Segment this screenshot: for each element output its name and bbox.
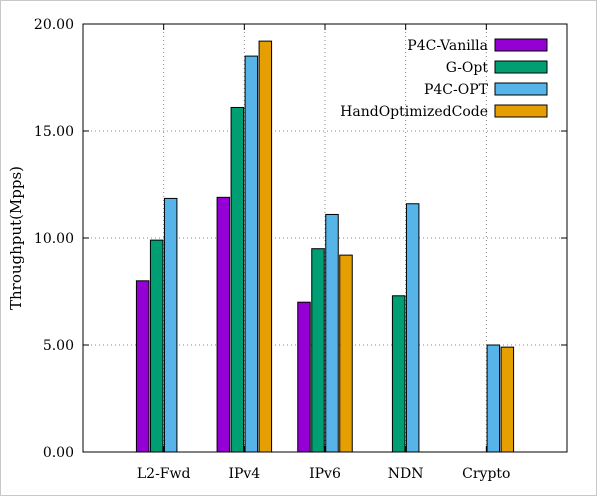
bar-p4c-opt-ipv4 [244,55,259,453]
legend-label: G-Opt [446,60,489,76]
bar-p4c-vanilla-l2-fwd [135,280,150,453]
y-tick-label: 0.00 [43,445,74,461]
bar-g-opt-l2-fwd [149,239,164,453]
legend-swatch [494,60,548,74]
legend: P4C-Vanilla G-Opt P4C-OPT HandOptimizedCode [340,38,548,120]
legend-swatch [494,104,548,118]
bar-handoptimizedcode-ipv6 [339,254,353,453]
grid-lines [83,24,567,452]
legend-swatch [494,38,548,52]
bar-p4c-vanilla-ipv4 [216,196,231,453]
bar-p4c-opt-crypto [486,344,501,453]
y-axis-ticks: 0.00 5.00 10.00 15.00 20.00 [34,17,567,461]
legend-label: P4C-OPT [424,82,489,98]
bar-p4c-opt-ipv6 [325,213,339,453]
legend-label: HandOptimizedCode [340,104,488,120]
x-tick-label: IPv6 [309,466,341,482]
bar-handoptimizedcode-ipv4 [258,40,273,453]
legend-swatch [494,82,548,96]
x-tick-label: L2-Fwd [137,466,191,482]
bar-p4c-opt-ndn [405,203,420,453]
x-tick-label: NDN [388,466,424,482]
y-tick-label: 20.00 [34,17,74,33]
bar-g-opt-ipv4 [230,106,245,453]
legend-label: P4C-Vanilla [407,38,488,54]
y-axis-title: Throughput(Mpps) [7,166,25,310]
bar-p4c-vanilla-ipv6 [297,301,311,453]
y-tick-label: 15.00 [34,124,74,140]
y-tick-label: 10.00 [34,231,74,247]
x-tick-label: IPv4 [228,466,260,482]
bar-p4c-opt-l2-fwd [163,197,178,453]
bar-g-opt-ipv6 [311,248,325,453]
x-axis-ticks: L2-Fwd IPv4 IPv6 NDN Crypto [137,24,511,482]
bar-handoptimizedcode-crypto [500,346,515,453]
x-tick-label: Crypto [462,466,510,482]
y-tick-label: 5.00 [43,338,74,354]
bar-g-opt-ndn [391,295,406,453]
bars [135,40,515,453]
